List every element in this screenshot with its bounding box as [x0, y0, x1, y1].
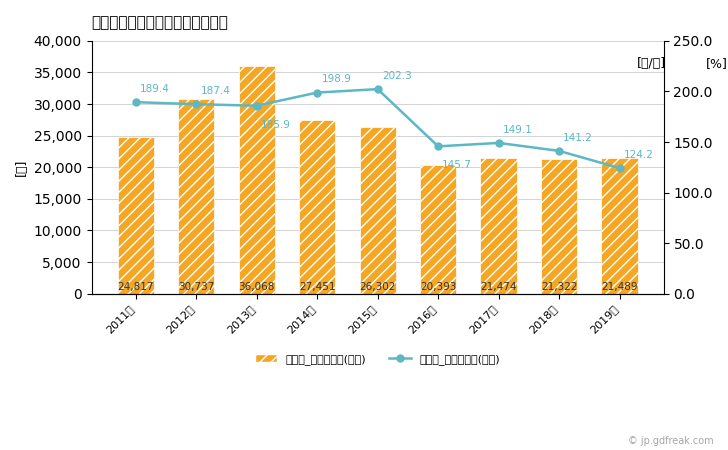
Text: 21,489: 21,489	[601, 282, 638, 292]
Text: 36,068: 36,068	[239, 282, 275, 292]
Text: 24,817: 24,817	[117, 282, 154, 292]
Text: 198.9: 198.9	[321, 74, 351, 84]
Text: © jp.gdfreak.com: © jp.gdfreak.com	[628, 436, 713, 446]
Text: 住宅用建築物の床面積合計の推移: 住宅用建築物の床面積合計の推移	[92, 15, 229, 30]
Text: 27,451: 27,451	[299, 282, 336, 292]
Text: 145.7: 145.7	[443, 160, 472, 170]
Text: 26,302: 26,302	[360, 282, 396, 292]
Text: 124.2: 124.2	[624, 150, 654, 160]
Text: 187.4: 187.4	[200, 86, 230, 96]
Bar	[178, 99, 214, 294]
Bar	[360, 127, 396, 294]
Bar	[601, 158, 638, 294]
Y-axis label: [㎡]: [㎡]	[15, 158, 28, 176]
Text: 21,322: 21,322	[541, 282, 577, 292]
Text: 202.3: 202.3	[381, 71, 411, 81]
Text: [%]: [%]	[706, 57, 728, 70]
Legend: 住宅用_床面積合計(左軸), 住宅用_平均床面積(右軸): 住宅用_床面積合計(左軸), 住宅用_平均床面積(右軸)	[250, 349, 505, 369]
Text: 149.1: 149.1	[503, 125, 533, 135]
Bar	[239, 66, 274, 294]
Text: 189.4: 189.4	[140, 84, 170, 94]
Text: 20,393: 20,393	[420, 282, 456, 292]
Text: 185.9: 185.9	[261, 120, 290, 130]
Bar	[117, 137, 154, 294]
Bar	[541, 159, 577, 294]
Text: 21,474: 21,474	[480, 282, 517, 292]
Text: [㎡/棟]: [㎡/棟]	[637, 57, 666, 70]
Text: 141.2: 141.2	[563, 133, 593, 143]
Bar	[480, 158, 517, 294]
Text: 30,737: 30,737	[178, 282, 214, 292]
Bar	[299, 120, 336, 294]
Bar	[420, 165, 456, 294]
